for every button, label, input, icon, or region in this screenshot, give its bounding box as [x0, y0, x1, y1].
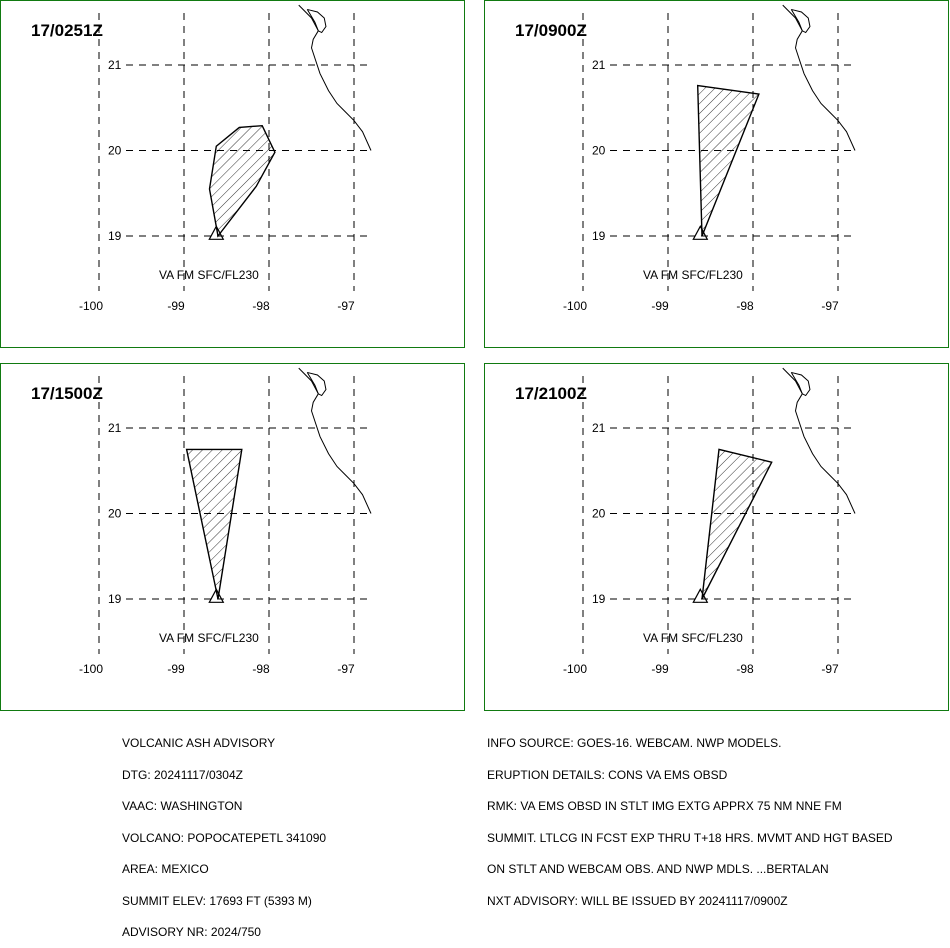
coastline [298, 4, 372, 151]
lon-tick-label: -98 [252, 662, 270, 676]
ash-map: -100 -99 -98 -97 21 20 19 17/0900Z VA FM SFC/FL2… [515, 4, 857, 313]
advisory-volcano: VOLCANO: POPOCATEPETL 341090 [122, 830, 327, 845]
lon-tick-label: -100 [563, 662, 587, 676]
ash-cloud-polygon [701, 448, 773, 600]
lon-tick-label: -99 [651, 299, 669, 313]
remarks-line-2: SUMMIT. LTLCG IN FCST EXP THRU T+18 HRS.… [487, 830, 893, 845]
ash-altitude-label: VA FM SFC/FL230 [643, 268, 743, 282]
lagoon-outline [306, 8, 327, 34]
advisory-area: AREA: MEXICO [122, 862, 209, 876]
ash-map: -100 -99 -98 -97 21 20 19 17/1500Z VA FM SFC/FL2… [31, 367, 373, 676]
lagoon-outline [306, 371, 327, 397]
lon-tick-label: -100 [79, 662, 103, 676]
lon-tick-label: -97 [821, 299, 839, 313]
lat-tick-label: 21 [592, 421, 606, 435]
ash-cloud-polygon [696, 84, 760, 237]
remarks-line-3: ON STLT AND WEBCAM OBS. AND NWP MDLS. ..… [487, 862, 829, 876]
panel-1500z: -100 -99 -98 -97 21 20 19 17/1500Z VA FM SFC/FL2… [0, 363, 465, 711]
lon-tick-label: -98 [252, 299, 270, 313]
panel-timestamp: 17/0900Z [515, 21, 587, 40]
advisory-summit-elev: SUMMIT ELEV: 17693 FT (5393 M) [122, 893, 312, 908]
lat-tick-label: 19 [108, 229, 122, 243]
lat-tick-label: 19 [592, 592, 606, 606]
volcano-icon [208, 225, 225, 240]
lat-tick-label: 20 [108, 507, 122, 521]
lat-tick-label: 21 [592, 58, 606, 72]
eruption-details: ERUPTION DETAILS: CONS VA EMS OBSD [487, 767, 728, 782]
panel-timestamp: 17/2100Z [515, 384, 587, 403]
panel-timestamp: 17/1500Z [31, 384, 103, 403]
coastline [298, 367, 372, 514]
info-source: INFO SOURCE: GOES-16. WEBCAM. NWP MODELS… [487, 736, 782, 750]
advisory-title: VOLCANIC ASH ADVISORY [122, 736, 276, 750]
ash-altitude-label: VA FM SFC/FL230 [159, 631, 259, 645]
ash-altitude-label: VA FM SFC/FL230 [643, 631, 743, 645]
lon-tick-label: -97 [337, 662, 355, 676]
lat-tick-label: 19 [108, 592, 122, 606]
coastline [782, 367, 856, 514]
lon-tick-label: -98 [736, 299, 754, 313]
ash-map: -100 -99 -98 -97 21 20 19 17/2100Z VA FM SFC/FL2… [515, 367, 857, 676]
lon-tick-label: -100 [79, 299, 103, 313]
next-advisory: NXT ADVISORY: WILL BE ISSUED BY 20241117… [487, 893, 788, 908]
panel-2100z: -100 -99 -98 -97 21 20 19 17/2100Z VA FM SFC/FL2… [484, 363, 949, 711]
lon-tick-label: -99 [167, 662, 185, 676]
advisory-number: ADVISORY NR: 2024/750 [122, 925, 261, 939]
lon-tick-label: -98 [736, 662, 754, 676]
volcano-icon [208, 588, 225, 603]
ash-altitude-label: VA FM SFC/FL230 [159, 268, 259, 282]
advisory-vaac: VAAC: WASHINGTON [122, 799, 243, 813]
lat-tick-label: 21 [108, 58, 122, 72]
ash-map: -100 -99 -98 -97 21 20 19 17/0251Z VA FM SFC/FL2… [31, 4, 373, 313]
advisory-header-block: VOLCANIC ASH ADVISORY DTG: 20241117/0304… [122, 717, 326, 948]
lat-tick-label: 20 [108, 144, 122, 158]
lon-tick-label: -99 [651, 662, 669, 676]
volcano-icon [692, 588, 709, 603]
panel-0251z: -100 -99 -98 -97 21 20 19 17/0251Z VA FM SFC/FL2… [0, 0, 465, 348]
coastline [782, 4, 856, 151]
lon-tick-label: -97 [337, 299, 355, 313]
ash-cloud-polygon [208, 124, 276, 238]
panel-0900z: -100 -99 -98 -97 21 20 19 17/0900Z VA FM SFC/FL2… [484, 0, 949, 348]
lon-tick-label: -97 [821, 662, 839, 676]
panel-timestamp: 17/0251Z [31, 21, 103, 40]
lat-tick-label: 20 [592, 144, 606, 158]
advisory-details-block: INFO SOURCE: GOES-16. WEBCAM. NWP MODELS… [487, 717, 893, 917]
advisory-dtg: DTG: 20241117/0304Z [122, 767, 243, 782]
lagoon-outline [790, 8, 811, 34]
remarks-line-1: RMK: VA EMS OBSD IN STLT IMG EXTG APPRX … [487, 799, 842, 813]
ash-cloud-polygon [185, 448, 243, 600]
lon-tick-label: -100 [563, 299, 587, 313]
lon-tick-label: -99 [167, 299, 185, 313]
lagoon-outline [790, 371, 811, 397]
lat-tick-label: 20 [592, 507, 606, 521]
lat-tick-label: 21 [108, 421, 122, 435]
volcano-icon [692, 225, 709, 240]
lat-tick-label: 19 [592, 229, 606, 243]
